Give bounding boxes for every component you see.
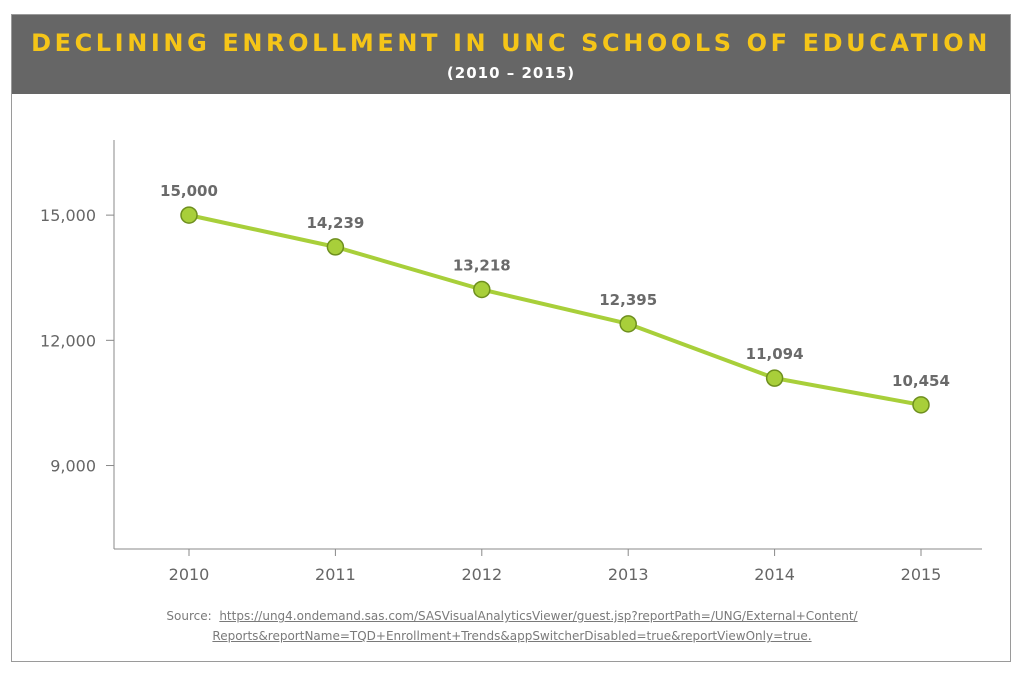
y-tick-label: 12,000 [40,331,96,350]
data-label: 15,000 [160,182,218,200]
data-point [326,238,345,256]
data-label: 14,239 [306,214,364,232]
source-note: Source: https://ung4.ondemand.sas.com/SA… [0,606,1024,646]
x-tick-label: 2015 [901,565,942,584]
data-label: 12,395 [599,291,657,309]
source-line-1: Source: https://ung4.ondemand.sas.com/SA… [0,606,1024,626]
chart-frame: DECLINING ENROLLMENT IN UNC SCHOOLS OF E… [11,14,1011,662]
source-label: Source: [166,609,212,623]
x-tick-label: 2010 [169,565,210,584]
source-line-2: Reports&reportName=TQD+Enrollment+Trends… [0,626,1024,646]
source-link-line-1[interactable]: https://ung4.ondemand.sas.com/SASVisualA… [219,609,858,623]
x-tick-label: 2013 [608,565,649,584]
chart-title: DECLINING ENROLLMENT IN UNC SCHOOLS OF E… [31,29,991,57]
x-tick-label: 2014 [754,565,795,584]
data-label: 11,094 [746,345,804,363]
data-point [180,206,198,224]
y-tick-label: 9,000 [50,457,96,476]
data-point [765,369,784,387]
x-tick-label: 2012 [461,565,502,584]
data-point [912,396,930,414]
chart-subtitle: (2010 – 2015) [446,64,576,82]
data-label: 10,454 [892,372,950,390]
data-point [473,280,491,299]
chart-header: DECLINING ENROLLMENT IN UNC SCHOOLS OF E… [12,15,1010,94]
x-tick-label: 2011 [315,565,356,584]
data-label: 13,218 [453,256,511,274]
series-line [188,213,922,407]
data-point [619,315,637,333]
source-link-line-2[interactable]: Reports&reportName=TQD+Enrollment+Trends… [212,629,812,643]
y-tick-label: 15,000 [40,206,96,225]
